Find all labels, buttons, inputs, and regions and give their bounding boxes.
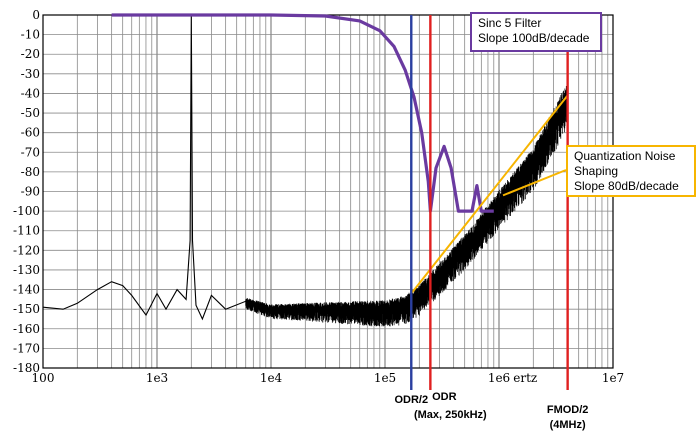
y-tick-label: -80: [21, 165, 40, 179]
marker-sublabel: (4MHz): [550, 419, 586, 431]
y-tick-label: -70: [21, 145, 40, 159]
marker-sublabel: (Max, 250kHz): [414, 409, 487, 421]
x-axis-label: ertz: [513, 371, 537, 385]
y-tick-label: -150: [13, 302, 40, 316]
y-tick-label: -170: [13, 341, 40, 355]
frequency-markers: [410, 15, 569, 390]
x-tick-label: 1e3: [146, 371, 168, 385]
marker-label: FMOD/2: [547, 404, 589, 416]
noise-spectrum-series: [42, 14, 569, 327]
y-tick-label: -160: [13, 322, 40, 336]
y-tick-label: -20: [21, 47, 40, 61]
qn-callout-line-1: Quantization Noise: [574, 149, 676, 163]
y-tick-label: 0: [32, 8, 40, 22]
y-tick-label: -50: [21, 106, 40, 120]
x-tick-label: 1e7: [602, 371, 624, 385]
sinc-callout-line-2: Slope 100dB/decade: [478, 31, 590, 45]
marker-labels: ODR/2 ODR (Max, 250kHz) FMOD/2 (4MHz): [394, 391, 588, 431]
callout-connector: [502, 169, 567, 197]
qn-callout-line-3: Slope 80dB/decade: [574, 179, 679, 193]
y-tick-label: -10: [21, 28, 40, 42]
noise-spectrum-band: [245, 81, 568, 327]
x-tick-label: 100: [32, 371, 55, 385]
y-tick-label: -110: [13, 224, 40, 238]
y-tick-label: -180: [13, 361, 40, 375]
x-tick-label: 1e6: [488, 371, 510, 385]
y-tick-label: -40: [21, 86, 40, 100]
y-tick-label: -140: [13, 283, 40, 297]
y-tick-labels: 0 -10 -20 -30 -40 -50 -60 -70 -80 -90 -100 -110 -120…: [13, 8, 40, 375]
callout-connector-line: [502, 169, 567, 197]
slope-guide-series: [410, 94, 569, 295]
x-tick-label: 1e4: [260, 371, 283, 385]
sinc5-filter-line: [111, 13, 494, 213]
slope-guide-line: [410, 94, 569, 295]
noise-shaping-callout: Quantization Noise Shaping Slope 80dB/de…: [566, 145, 696, 197]
y-tick-label: -120: [13, 243, 40, 257]
y-tick-label: -60: [21, 126, 40, 140]
x-tick-label: 1e5: [374, 371, 396, 385]
y-tick-label: -90: [21, 185, 40, 199]
qn-callout-line-2: Shaping: [574, 164, 619, 178]
marker-label: ODR: [432, 391, 457, 403]
marker-label: ODR/2: [394, 394, 428, 406]
x-tick-labels: 100 1e3 1e4 1e5 1e6 1e7 ertz: [32, 371, 625, 385]
y-tick-label: -130: [13, 263, 40, 277]
sinc5-filter-series: [111, 13, 494, 213]
sinc-filter-callout: Sinc 5 Filter Slope 100dB/decade: [470, 12, 602, 52]
y-tick-label: -100: [13, 204, 40, 218]
y-tick-label: -30: [21, 67, 40, 81]
sinc-callout-line-1: Sinc 5 Filter: [478, 16, 542, 30]
